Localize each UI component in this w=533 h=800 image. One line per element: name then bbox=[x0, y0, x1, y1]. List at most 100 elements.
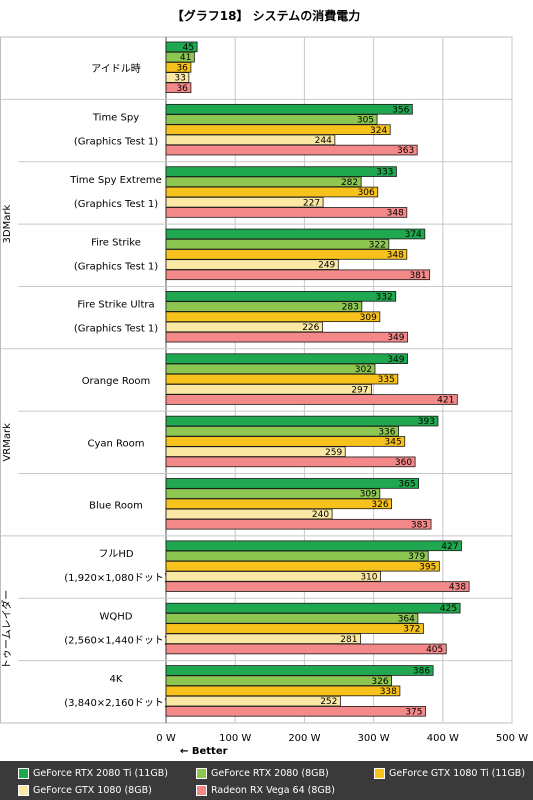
bar-value-label: 309 bbox=[360, 313, 377, 323]
bar bbox=[165, 291, 397, 302]
bar bbox=[165, 373, 399, 385]
bar-value-label: 349 bbox=[387, 333, 404, 343]
bar-value-label: 395 bbox=[419, 562, 436, 572]
bar bbox=[165, 238, 390, 250]
bar bbox=[165, 665, 434, 676]
category-label: Blue Room bbox=[89, 501, 143, 512]
category-label: フルHD bbox=[98, 549, 134, 560]
bar-value-label: 297 bbox=[351, 385, 368, 395]
bar bbox=[165, 41, 198, 53]
bar bbox=[165, 675, 392, 686]
bar bbox=[165, 571, 381, 582]
bar-value-label: 365 bbox=[398, 480, 415, 490]
bar-value-label: 45 bbox=[183, 43, 194, 53]
bar-value-label: 336 bbox=[378, 427, 395, 437]
bar bbox=[165, 643, 447, 655]
bar bbox=[165, 436, 406, 447]
legend-label: Radeon RX Vega 64 (8GB) bbox=[211, 784, 335, 796]
bar-value-label: 306 bbox=[358, 188, 375, 198]
bar bbox=[165, 550, 429, 562]
bar bbox=[165, 51, 195, 63]
bar bbox=[165, 415, 439, 427]
bar-value-label: 438 bbox=[449, 583, 466, 593]
bar bbox=[165, 72, 190, 83]
bar-value-label: 36 bbox=[176, 84, 188, 94]
bar-value-label: 360 bbox=[395, 458, 412, 468]
bar-value-label: 249 bbox=[318, 261, 335, 271]
bar bbox=[165, 321, 323, 333]
bar bbox=[165, 311, 381, 323]
bar bbox=[165, 124, 391, 135]
category-label: Time Spy Extreme bbox=[69, 175, 162, 186]
bar bbox=[165, 498, 392, 510]
legend-item: Radeon RX Vega 64 (8GB) bbox=[196, 782, 335, 798]
bar-value-label: 405 bbox=[426, 645, 443, 655]
x-tick-label: 0 W bbox=[156, 733, 176, 744]
category-label: (2,560×1,440ドット) bbox=[64, 635, 168, 646]
category-label: (Graphics Test 1) bbox=[74, 199, 158, 210]
bar bbox=[165, 478, 419, 489]
bar-value-label: 283 bbox=[342, 303, 359, 313]
bar-value-label: 281 bbox=[340, 635, 357, 645]
bar-value-label: 374 bbox=[405, 230, 422, 240]
legend-label: GeForce RTX 2080 Ti (11GB) bbox=[33, 767, 168, 779]
better-note: ← Better bbox=[180, 746, 228, 757]
legend-item: GeForce RTX 2080 (8GB) bbox=[196, 765, 329, 781]
bar-value-label: 326 bbox=[371, 500, 388, 510]
bar bbox=[165, 114, 378, 125]
bar-value-label: 425 bbox=[440, 604, 457, 614]
bar bbox=[165, 456, 416, 468]
bar bbox=[165, 540, 462, 552]
bar bbox=[165, 446, 346, 457]
x-tick-label: 300 W bbox=[358, 733, 390, 744]
bar-value-label: 240 bbox=[312, 510, 329, 520]
legend-label: GeForce GTX 1080 Ti (11GB) bbox=[389, 767, 526, 779]
legend-swatch bbox=[18, 784, 29, 796]
bar-value-label: 324 bbox=[370, 126, 387, 136]
bar-value-label: 375 bbox=[405, 707, 422, 717]
x-tick-label: 100 W bbox=[219, 733, 251, 744]
bar bbox=[165, 685, 401, 697]
chart-title: 【グラフ18】 システムの消費電力 bbox=[172, 8, 361, 23]
bar-value-label: 363 bbox=[397, 146, 414, 156]
category-label: (Graphics Test 1) bbox=[74, 261, 158, 272]
category-label: WQHD bbox=[100, 611, 133, 622]
bar bbox=[165, 488, 381, 499]
bar-value-label: 379 bbox=[408, 552, 425, 562]
bar-value-label: 244 bbox=[315, 136, 332, 146]
power-consumption-chart: 【グラフ18】 システムの消費電力 アイドル時 Time Spy (Graphics… bbox=[0, 8, 528, 757]
bar bbox=[165, 518, 432, 530]
bar-value-label: 386 bbox=[413, 667, 430, 677]
bar bbox=[165, 633, 361, 645]
bar-value-label: 383 bbox=[411, 520, 428, 530]
category-label: 4K bbox=[110, 674, 123, 685]
bar-value-label: 305 bbox=[357, 116, 374, 126]
bar-value-label: 36 bbox=[176, 63, 188, 73]
bar bbox=[165, 134, 336, 146]
bar-value-label: 338 bbox=[380, 687, 397, 697]
bar-value-label: 41 bbox=[180, 53, 191, 63]
category-label: Orange Room bbox=[82, 376, 151, 387]
x-tick-label: 200 W bbox=[288, 733, 320, 744]
bar bbox=[165, 363, 376, 375]
bar-value-label: 33 bbox=[174, 74, 185, 84]
bar bbox=[165, 331, 408, 343]
bar-value-label: 227 bbox=[303, 198, 320, 208]
legend-label: GeForce GTX 1080 (8GB) bbox=[33, 784, 152, 796]
bar-value-label: 421 bbox=[437, 396, 454, 406]
bar-value-label: 335 bbox=[378, 375, 395, 385]
legend: GeForce RTX 2080 Ti (11GB) GeForce RTX 20… bbox=[0, 761, 533, 800]
bar bbox=[165, 383, 372, 395]
category-rows: アイドル時 Time Spy (Graphics Test 1) Time Spy E… bbox=[0, 63, 168, 709]
bar bbox=[165, 560, 440, 572]
category-label: (Graphics Test 1) bbox=[74, 137, 158, 148]
bar bbox=[165, 508, 333, 520]
legend-swatch bbox=[196, 784, 207, 796]
bar-value-label: 349 bbox=[387, 355, 404, 365]
bar-value-label: 252 bbox=[320, 697, 337, 707]
bar-value-label: 381 bbox=[409, 271, 426, 281]
bar bbox=[165, 186, 379, 198]
bar bbox=[165, 613, 419, 624]
bar bbox=[165, 82, 192, 94]
bar bbox=[165, 394, 458, 405]
